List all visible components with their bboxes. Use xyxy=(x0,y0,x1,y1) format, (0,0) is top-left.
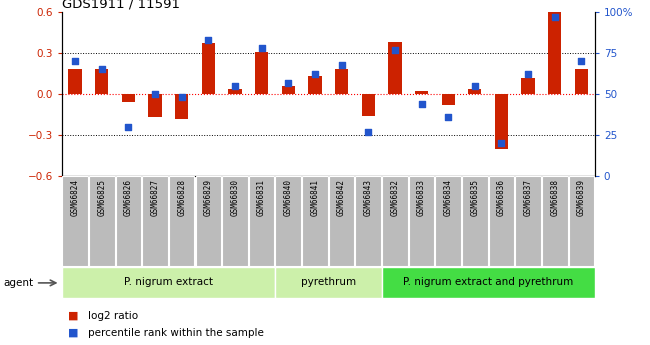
Text: GSM66834: GSM66834 xyxy=(444,179,452,216)
Bar xyxy=(569,176,594,266)
Bar xyxy=(308,76,322,94)
Bar xyxy=(515,176,541,266)
Bar xyxy=(281,86,295,94)
Point xyxy=(469,83,480,89)
Bar xyxy=(388,42,402,94)
Point xyxy=(124,124,134,130)
Bar xyxy=(548,12,562,94)
Text: P. nigrum extract and pyrethrum: P. nigrum extract and pyrethrum xyxy=(403,277,573,287)
Point xyxy=(443,114,454,120)
Bar xyxy=(382,176,408,266)
Bar xyxy=(361,94,375,116)
Point xyxy=(523,71,533,77)
Bar xyxy=(228,89,242,94)
Bar xyxy=(302,176,328,266)
Text: GSM66835: GSM66835 xyxy=(471,179,479,216)
Bar xyxy=(441,94,455,105)
Bar xyxy=(329,176,354,266)
Bar xyxy=(415,91,428,94)
Text: GSM66837: GSM66837 xyxy=(524,179,532,216)
Text: GSM66827: GSM66827 xyxy=(151,179,159,216)
Text: GSM66824: GSM66824 xyxy=(71,179,79,216)
Bar xyxy=(175,94,188,119)
Text: GSM66836: GSM66836 xyxy=(497,179,506,216)
Bar xyxy=(169,176,194,266)
Bar xyxy=(356,176,381,266)
Bar xyxy=(335,69,348,94)
Text: percentile rank within the sample: percentile rank within the sample xyxy=(88,328,264,338)
Text: GSM66831: GSM66831 xyxy=(257,179,266,216)
Point xyxy=(203,37,213,43)
Point xyxy=(417,101,427,107)
Bar xyxy=(122,94,135,102)
Bar xyxy=(436,176,461,266)
Text: GSM66839: GSM66839 xyxy=(577,179,586,216)
Point xyxy=(497,140,507,146)
Point xyxy=(230,83,240,89)
Bar xyxy=(89,176,114,266)
Text: GDS1911 / 11591: GDS1911 / 11591 xyxy=(62,0,180,11)
Text: GSM66828: GSM66828 xyxy=(177,179,186,216)
Text: P. nigrum extract: P. nigrum extract xyxy=(124,277,213,287)
Point xyxy=(177,95,187,100)
Point xyxy=(550,14,560,20)
Point xyxy=(256,45,267,51)
Point xyxy=(70,58,81,64)
Bar xyxy=(462,176,488,266)
Point xyxy=(390,47,400,52)
Point xyxy=(96,67,107,72)
Bar xyxy=(196,176,221,266)
Bar xyxy=(276,176,301,266)
Text: GSM66825: GSM66825 xyxy=(98,179,106,216)
Bar xyxy=(95,69,109,94)
Text: GSM66840: GSM66840 xyxy=(284,179,292,216)
Bar xyxy=(116,176,141,266)
Point xyxy=(337,62,347,67)
Bar xyxy=(142,176,168,266)
Bar xyxy=(489,176,514,266)
Bar xyxy=(249,176,274,266)
Point xyxy=(150,91,161,97)
Text: GSM66833: GSM66833 xyxy=(417,179,426,216)
Text: GSM66826: GSM66826 xyxy=(124,179,133,216)
Bar xyxy=(222,176,248,266)
Text: GSM66843: GSM66843 xyxy=(364,179,372,216)
Bar xyxy=(62,176,88,266)
Text: GSM66841: GSM66841 xyxy=(311,179,319,216)
Text: log2 ratio: log2 ratio xyxy=(88,311,138,321)
Text: GSM66829: GSM66829 xyxy=(204,179,213,216)
Bar xyxy=(542,176,567,266)
Point xyxy=(363,129,373,135)
Bar xyxy=(148,94,162,117)
Bar xyxy=(495,94,508,149)
Bar xyxy=(468,89,482,94)
Bar xyxy=(255,52,268,94)
Text: agent: agent xyxy=(3,278,33,288)
Point xyxy=(577,58,587,64)
Bar xyxy=(62,267,275,298)
Point xyxy=(310,71,320,77)
Text: GSM66830: GSM66830 xyxy=(231,179,239,216)
Text: GSM66842: GSM66842 xyxy=(337,179,346,216)
Bar xyxy=(202,43,215,94)
Bar xyxy=(68,69,82,94)
Text: ■: ■ xyxy=(68,311,79,321)
Text: pyrethrum: pyrethrum xyxy=(301,277,356,287)
Bar xyxy=(382,267,595,298)
Bar xyxy=(409,176,434,266)
Text: ■: ■ xyxy=(68,328,79,338)
Text: GSM66832: GSM66832 xyxy=(391,179,399,216)
Bar xyxy=(575,69,588,94)
Text: GSM66838: GSM66838 xyxy=(551,179,559,216)
Bar xyxy=(275,267,382,298)
Point xyxy=(283,80,294,85)
Bar xyxy=(521,78,535,94)
